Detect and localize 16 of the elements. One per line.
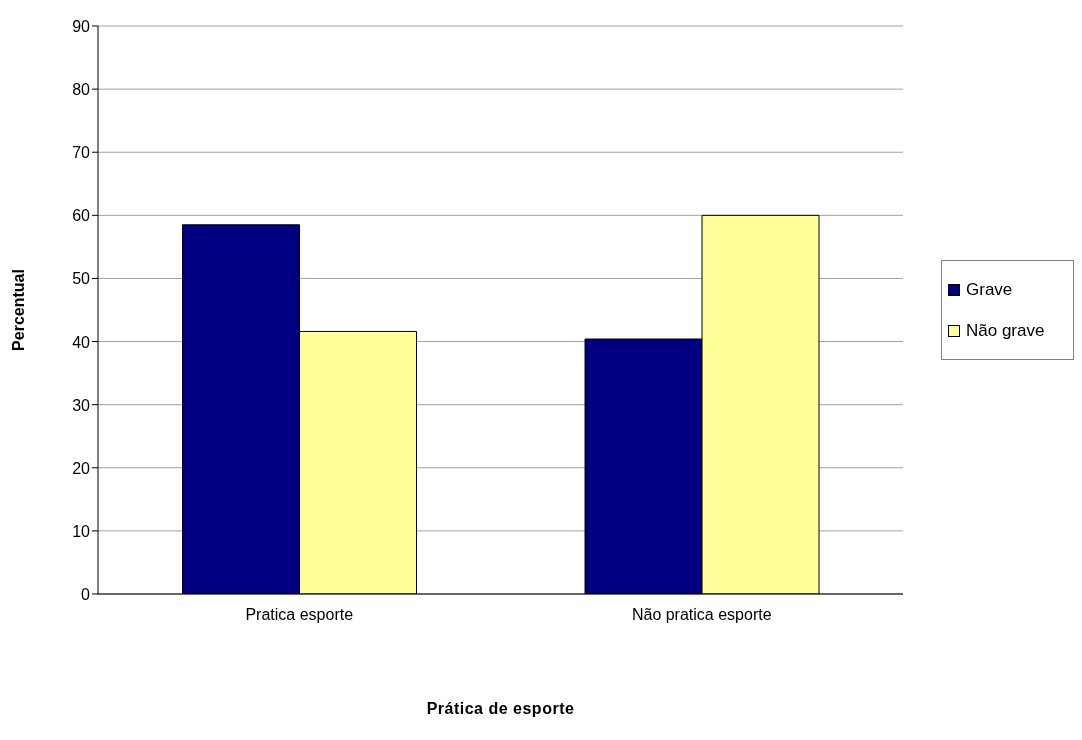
y-tick-label: 90	[72, 18, 91, 35]
y-tick-label: 80	[72, 81, 91, 99]
legend-label: Grave	[966, 279, 1013, 300]
y-tick-label: 10	[72, 522, 91, 540]
legend-label: Não grave	[966, 320, 1045, 341]
x-tick-label: Pratica esporte	[245, 606, 354, 623]
y-tick-label: 50	[72, 270, 91, 288]
y-axis-title: Percentual	[9, 269, 27, 351]
x-axis-title: Prática de esporte	[426, 700, 575, 717]
y-tick-label: 70	[72, 144, 91, 162]
y-tick-label: 30	[72, 396, 91, 414]
y-tick-label: 40	[72, 333, 91, 351]
x-tick-label: Não pratica esporte	[631, 606, 772, 623]
y-tick-label: 60	[72, 207, 91, 225]
y-tick-label: 0	[81, 586, 91, 603]
y-tick-label: 20	[72, 459, 91, 477]
